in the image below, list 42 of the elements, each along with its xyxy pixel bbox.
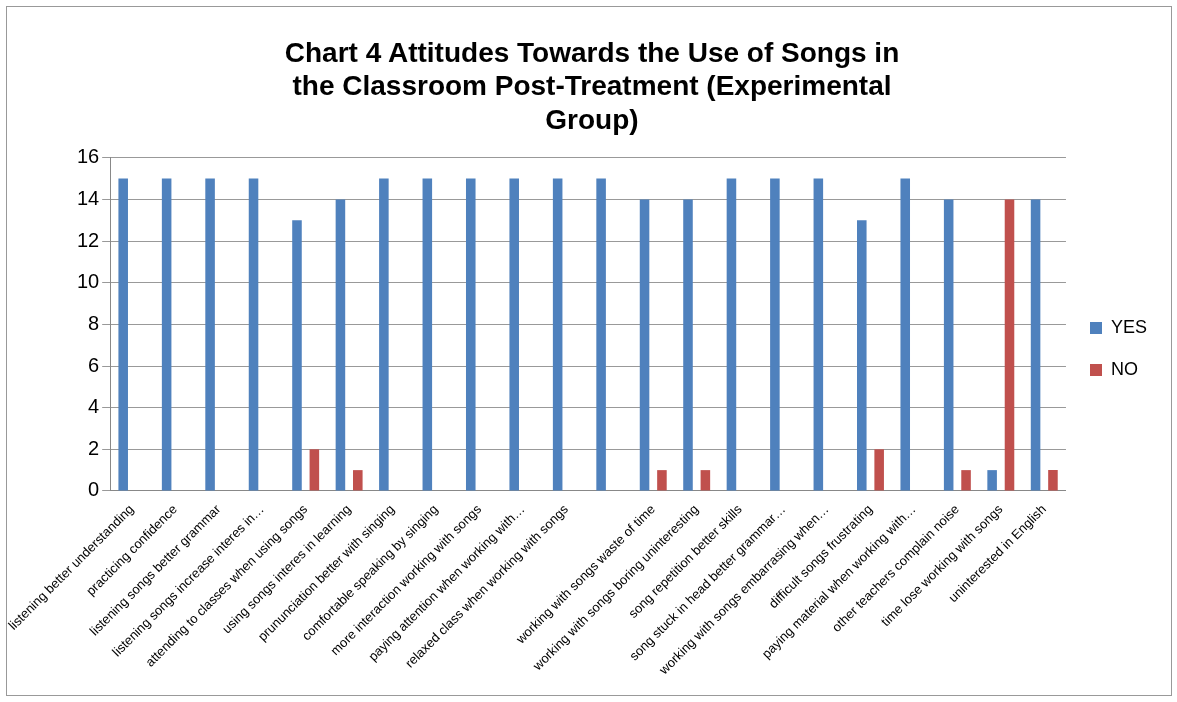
bar — [700, 470, 711, 491]
bar — [943, 199, 954, 491]
bar — [900, 178, 911, 491]
bar — [596, 178, 606, 491]
y-tick-label: 10 — [76, 270, 100, 293]
y-tick-label: 12 — [76, 228, 100, 251]
bar — [248, 178, 259, 491]
bar — [1048, 470, 1058, 491]
bar — [961, 470, 971, 491]
bar — [509, 178, 519, 491]
bar — [465, 178, 476, 491]
bar — [639, 199, 650, 491]
bar — [292, 220, 302, 491]
bar — [335, 199, 346, 491]
y-tick-label: 8 — [88, 311, 100, 334]
bar — [1004, 199, 1015, 491]
bar — [726, 178, 737, 491]
bar — [552, 178, 563, 491]
y-tick-label: 2 — [88, 436, 100, 459]
y-tick-label: 0 — [88, 478, 100, 501]
chart-title: Chart 4 Attitudes Towards the Use of Songs in the Classroom Post-Treatment (Experimental Group) — [284, 36, 900, 135]
y-tick-label: 6 — [88, 353, 100, 376]
legend-label: YES — [1110, 316, 1148, 337]
bar — [353, 470, 363, 491]
bar — [309, 449, 320, 491]
bar — [657, 470, 667, 491]
bar — [118, 178, 128, 491]
bar — [1030, 199, 1041, 491]
bar — [161, 178, 172, 491]
bar — [857, 220, 867, 491]
y-tick-label: 16 — [76, 145, 100, 168]
bar — [205, 178, 215, 491]
legend-label: NO — [1110, 358, 1138, 379]
bar — [683, 199, 693, 491]
bar — [874, 449, 884, 491]
bar — [813, 178, 824, 491]
bar — [770, 178, 780, 491]
y-tick-label: 14 — [76, 186, 100, 209]
bar — [379, 178, 389, 491]
bar — [422, 178, 433, 491]
y-tick-label: 4 — [88, 395, 100, 418]
bar — [987, 470, 997, 491]
